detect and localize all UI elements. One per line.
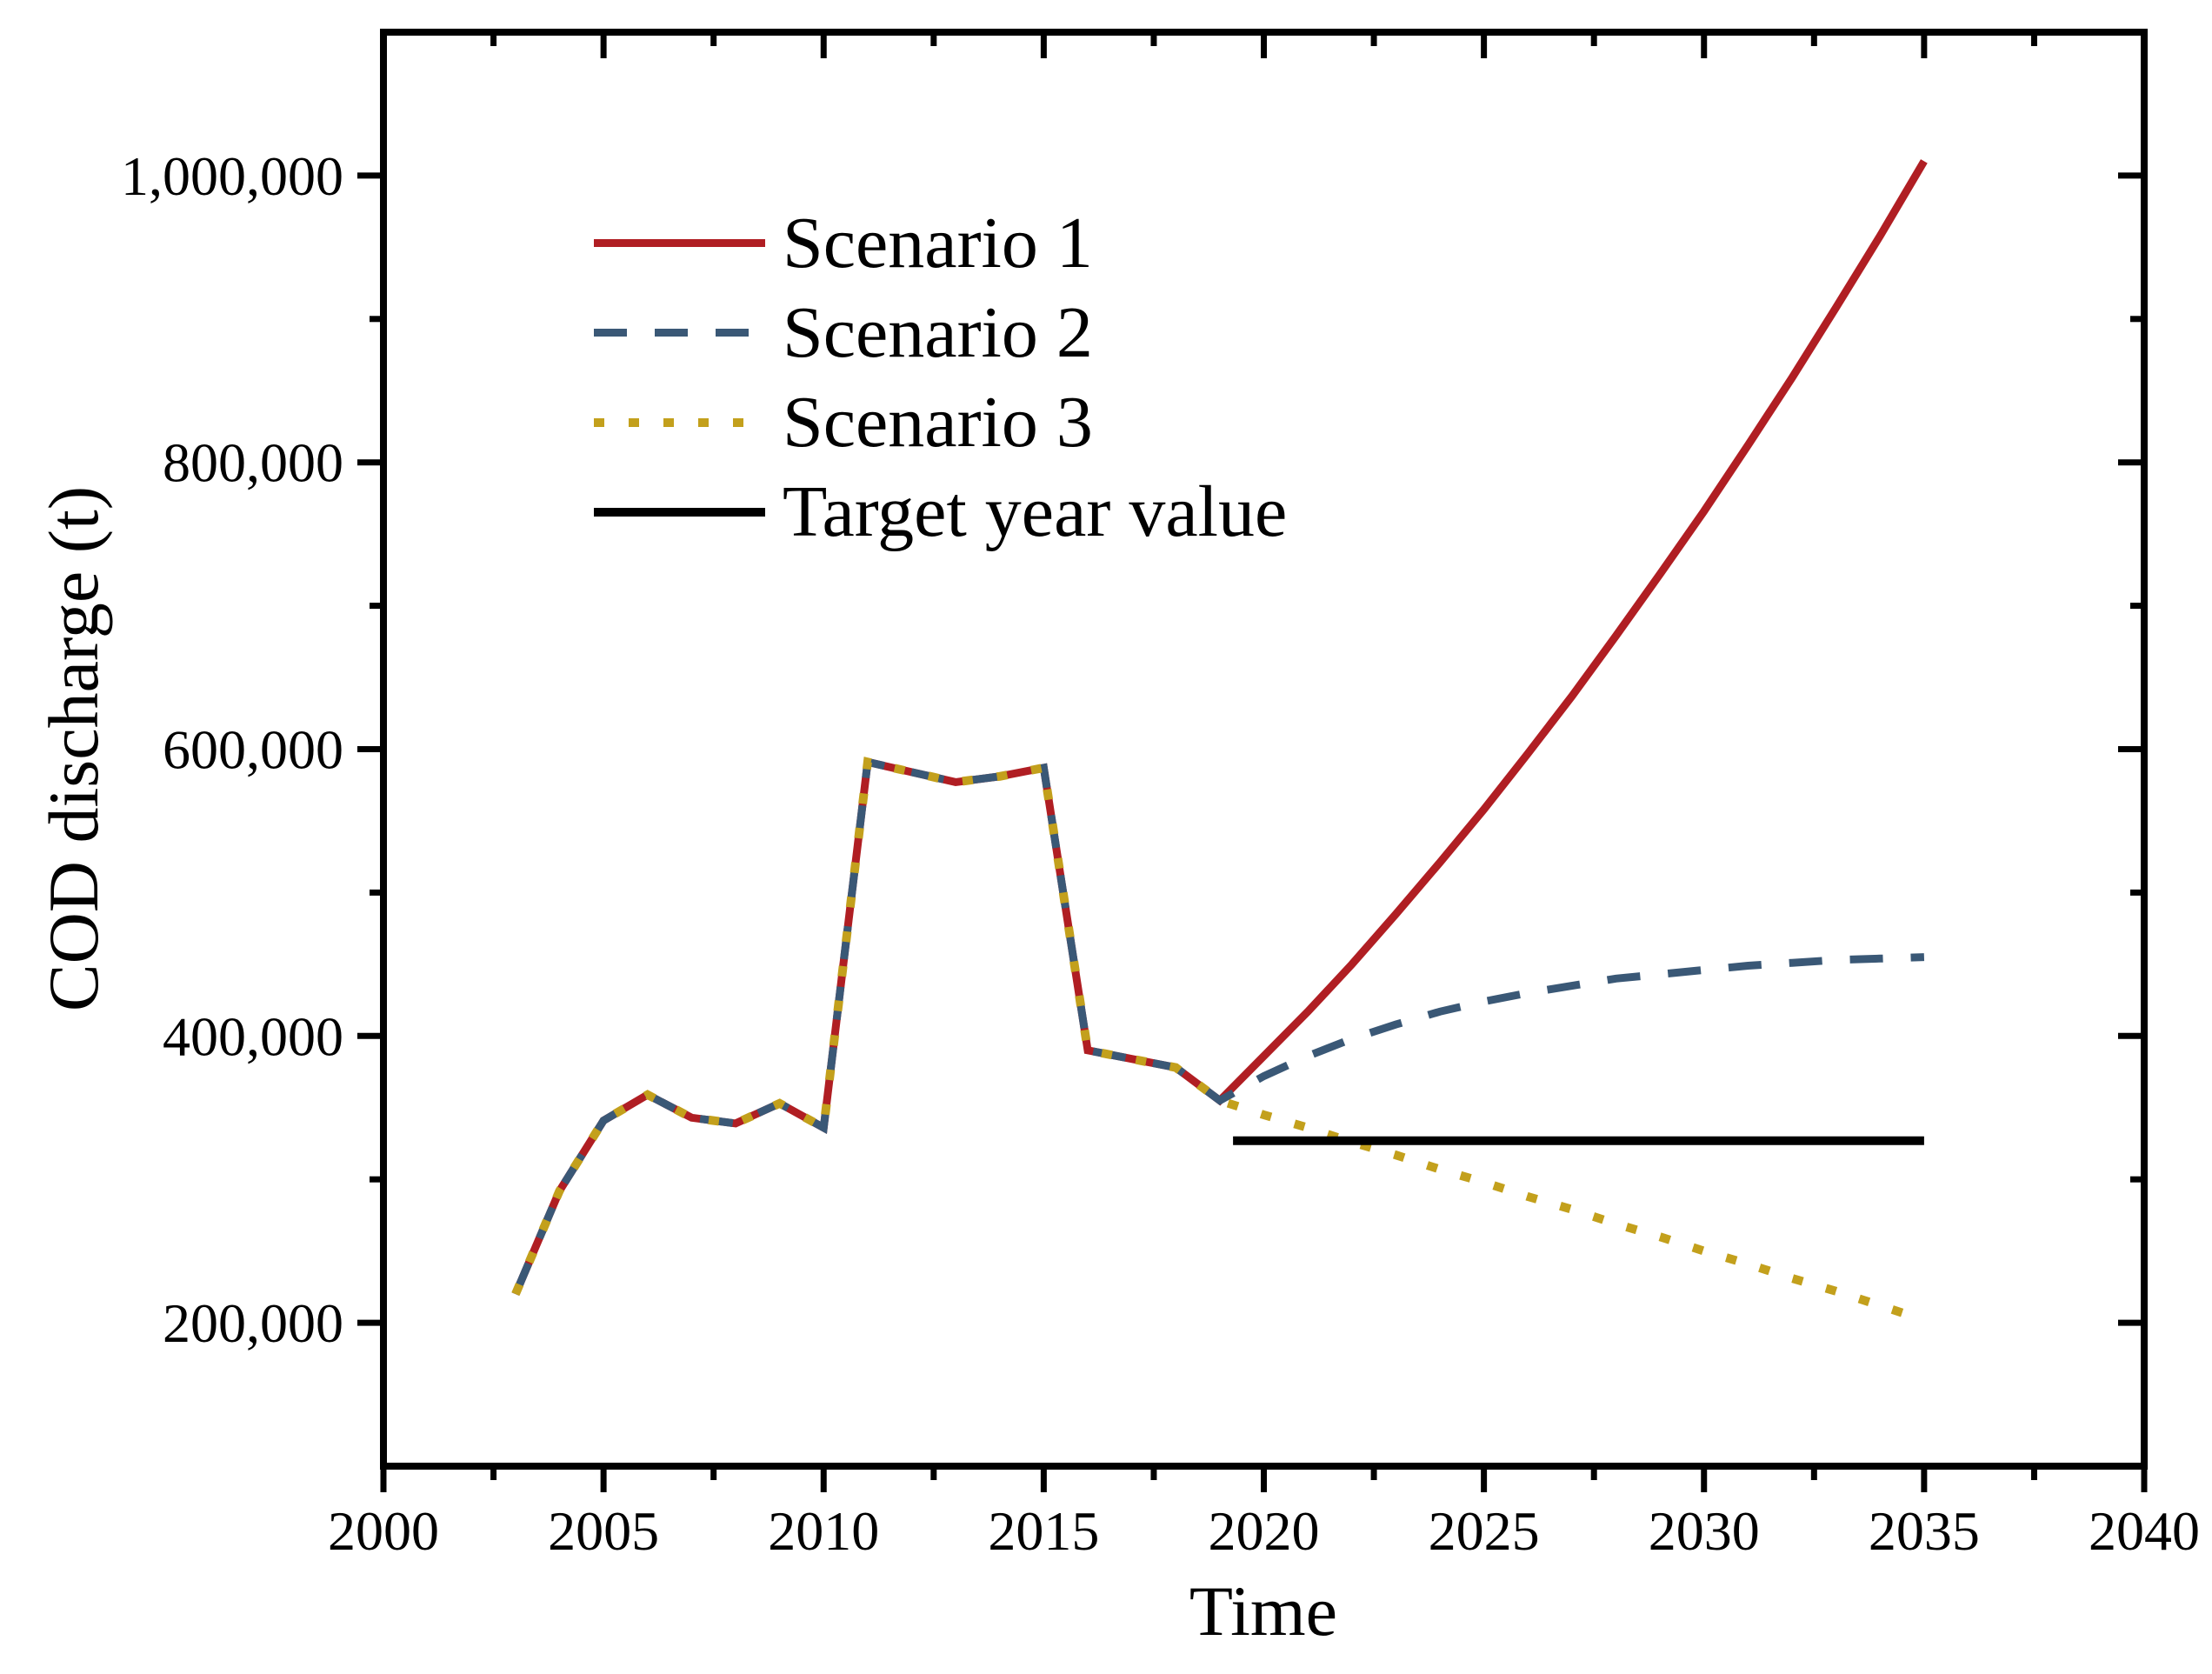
series-line-scenario-3: [511, 757, 1904, 1317]
y-tick-label: 800,000: [163, 432, 343, 494]
x-tick-label: 2005: [548, 1500, 659, 1562]
x-tick-label: 2040: [2089, 1500, 2200, 1562]
y-tick-label: 1,000,000: [121, 145, 343, 207]
legend-line-sample-scenario-3: [594, 417, 765, 427]
y-tick-label: 600,000: [163, 719, 343, 781]
series-line-scenario-2: [511, 757, 1925, 1296]
y-tick-label: 200,000: [163, 1292, 343, 1354]
legend-label-scenario-1: Scenario 1: [783, 202, 1093, 283]
legend-entry-scenario-2: Scenario 2: [594, 288, 1287, 377]
x-axis-title: Time: [1189, 1571, 1338, 1651]
legend-entry-scenario-3: Scenario 3: [594, 377, 1287, 467]
x-tick-label: 2030: [1649, 1500, 1760, 1562]
y-axis-title: COD discharge (t): [34, 485, 113, 1012]
x-tick-label: 2000: [328, 1500, 439, 1562]
legend-label-target-year-value: Target year value: [783, 470, 1288, 552]
y-tick-label: 400,000: [163, 1005, 343, 1067]
legend-entry-target-year-value: Target year value: [594, 467, 1287, 557]
legend-line-sample-target-year-value: [594, 507, 765, 517]
legend-label-scenario-2: Scenario 2: [783, 291, 1093, 373]
legend-label-scenario-3: Scenario 3: [783, 381, 1093, 463]
legend: Scenario 1 Scenario 2 Scenario 3 Target …: [594, 198, 1287, 557]
legend-line-sample-scenario-1: [594, 239, 765, 247]
x-tick-label: 2025: [1429, 1500, 1540, 1562]
x-tick-label: 2020: [1209, 1500, 1320, 1562]
x-tick-label: 2010: [768, 1500, 879, 1562]
legend-entry-scenario-1: Scenario 1: [594, 198, 1287, 288]
x-tick-label: 2035: [1869, 1500, 1980, 1562]
x-tick-label: 2015: [988, 1500, 1099, 1562]
legend-line-sample-scenario-2: [594, 329, 765, 337]
